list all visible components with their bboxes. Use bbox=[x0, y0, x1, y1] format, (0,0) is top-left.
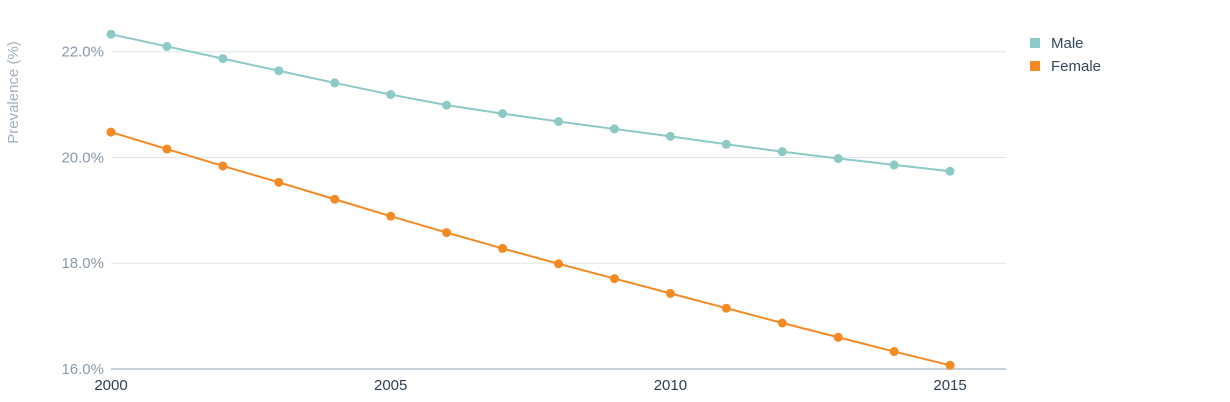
data-point-male[interactable] bbox=[889, 160, 899, 170]
data-point-female[interactable] bbox=[106, 127, 116, 137]
legend: Male Female bbox=[1030, 35, 1101, 75]
data-point-male[interactable] bbox=[218, 54, 228, 64]
data-point-female[interactable] bbox=[386, 211, 396, 221]
data-point-female[interactable] bbox=[498, 243, 508, 253]
x-tick-label: 2005 bbox=[374, 377, 407, 394]
data-point-female[interactable] bbox=[218, 161, 228, 171]
data-point-male[interactable] bbox=[442, 100, 452, 110]
data-point-female[interactable] bbox=[162, 144, 172, 154]
legend-label-female[interactable]: Female bbox=[1051, 58, 1101, 75]
data-point-female[interactable] bbox=[442, 228, 452, 238]
data-point-male[interactable] bbox=[498, 109, 508, 119]
series-line-male bbox=[110, 33, 951, 173]
data-point-male[interactable] bbox=[833, 154, 843, 164]
data-point-female[interactable] bbox=[889, 347, 899, 357]
y-axis-title: Prevalence (%) bbox=[5, 41, 22, 144]
data-point-female[interactable] bbox=[665, 288, 675, 298]
x-tick-label: 2000 bbox=[94, 377, 127, 394]
data-point-male[interactable] bbox=[777, 147, 787, 157]
data-point-male[interactable] bbox=[274, 66, 284, 76]
y-tick-label: 22.0% bbox=[61, 44, 104, 61]
x-tick-label: 2010 bbox=[654, 377, 687, 394]
series-lines bbox=[106, 29, 955, 370]
data-point-female[interactable] bbox=[330, 194, 340, 204]
data-point-female[interactable] bbox=[721, 303, 731, 313]
legend-swatch-female bbox=[1030, 61, 1040, 71]
data-point-male[interactable] bbox=[554, 117, 563, 127]
legend-label-male[interactable]: Male bbox=[1051, 35, 1084, 52]
data-point-female[interactable] bbox=[777, 318, 787, 328]
data-point-male[interactable] bbox=[106, 29, 116, 39]
data-point-male[interactable] bbox=[609, 124, 619, 134]
y-tick-label: 20.0% bbox=[61, 149, 104, 166]
grid-lines bbox=[111, 51, 1006, 264]
data-point-male[interactable] bbox=[386, 90, 396, 100]
data-point-female[interactable] bbox=[609, 274, 619, 284]
series-line-female bbox=[110, 131, 951, 367]
data-point-male[interactable] bbox=[162, 41, 172, 51]
y-tick-label: 18.0% bbox=[61, 255, 104, 272]
data-point-female[interactable] bbox=[833, 332, 843, 342]
axes: 16.0% 18.0% 20.0% 22.0% 2000 2005 2010 2015 Prev… bbox=[5, 41, 1006, 394]
data-point-male[interactable] bbox=[330, 78, 340, 88]
legend-swatch-male bbox=[1030, 38, 1040, 48]
data-point-male[interactable] bbox=[945, 166, 955, 176]
x-tick-label: 2015 bbox=[933, 377, 966, 394]
data-point-male[interactable] bbox=[721, 139, 731, 149]
data-point-female[interactable] bbox=[945, 360, 955, 370]
data-point-female[interactable] bbox=[274, 177, 284, 187]
y-tick-label: 16.0% bbox=[61, 361, 104, 378]
data-point-female[interactable] bbox=[554, 259, 563, 269]
data-point-male[interactable] bbox=[665, 131, 675, 141]
